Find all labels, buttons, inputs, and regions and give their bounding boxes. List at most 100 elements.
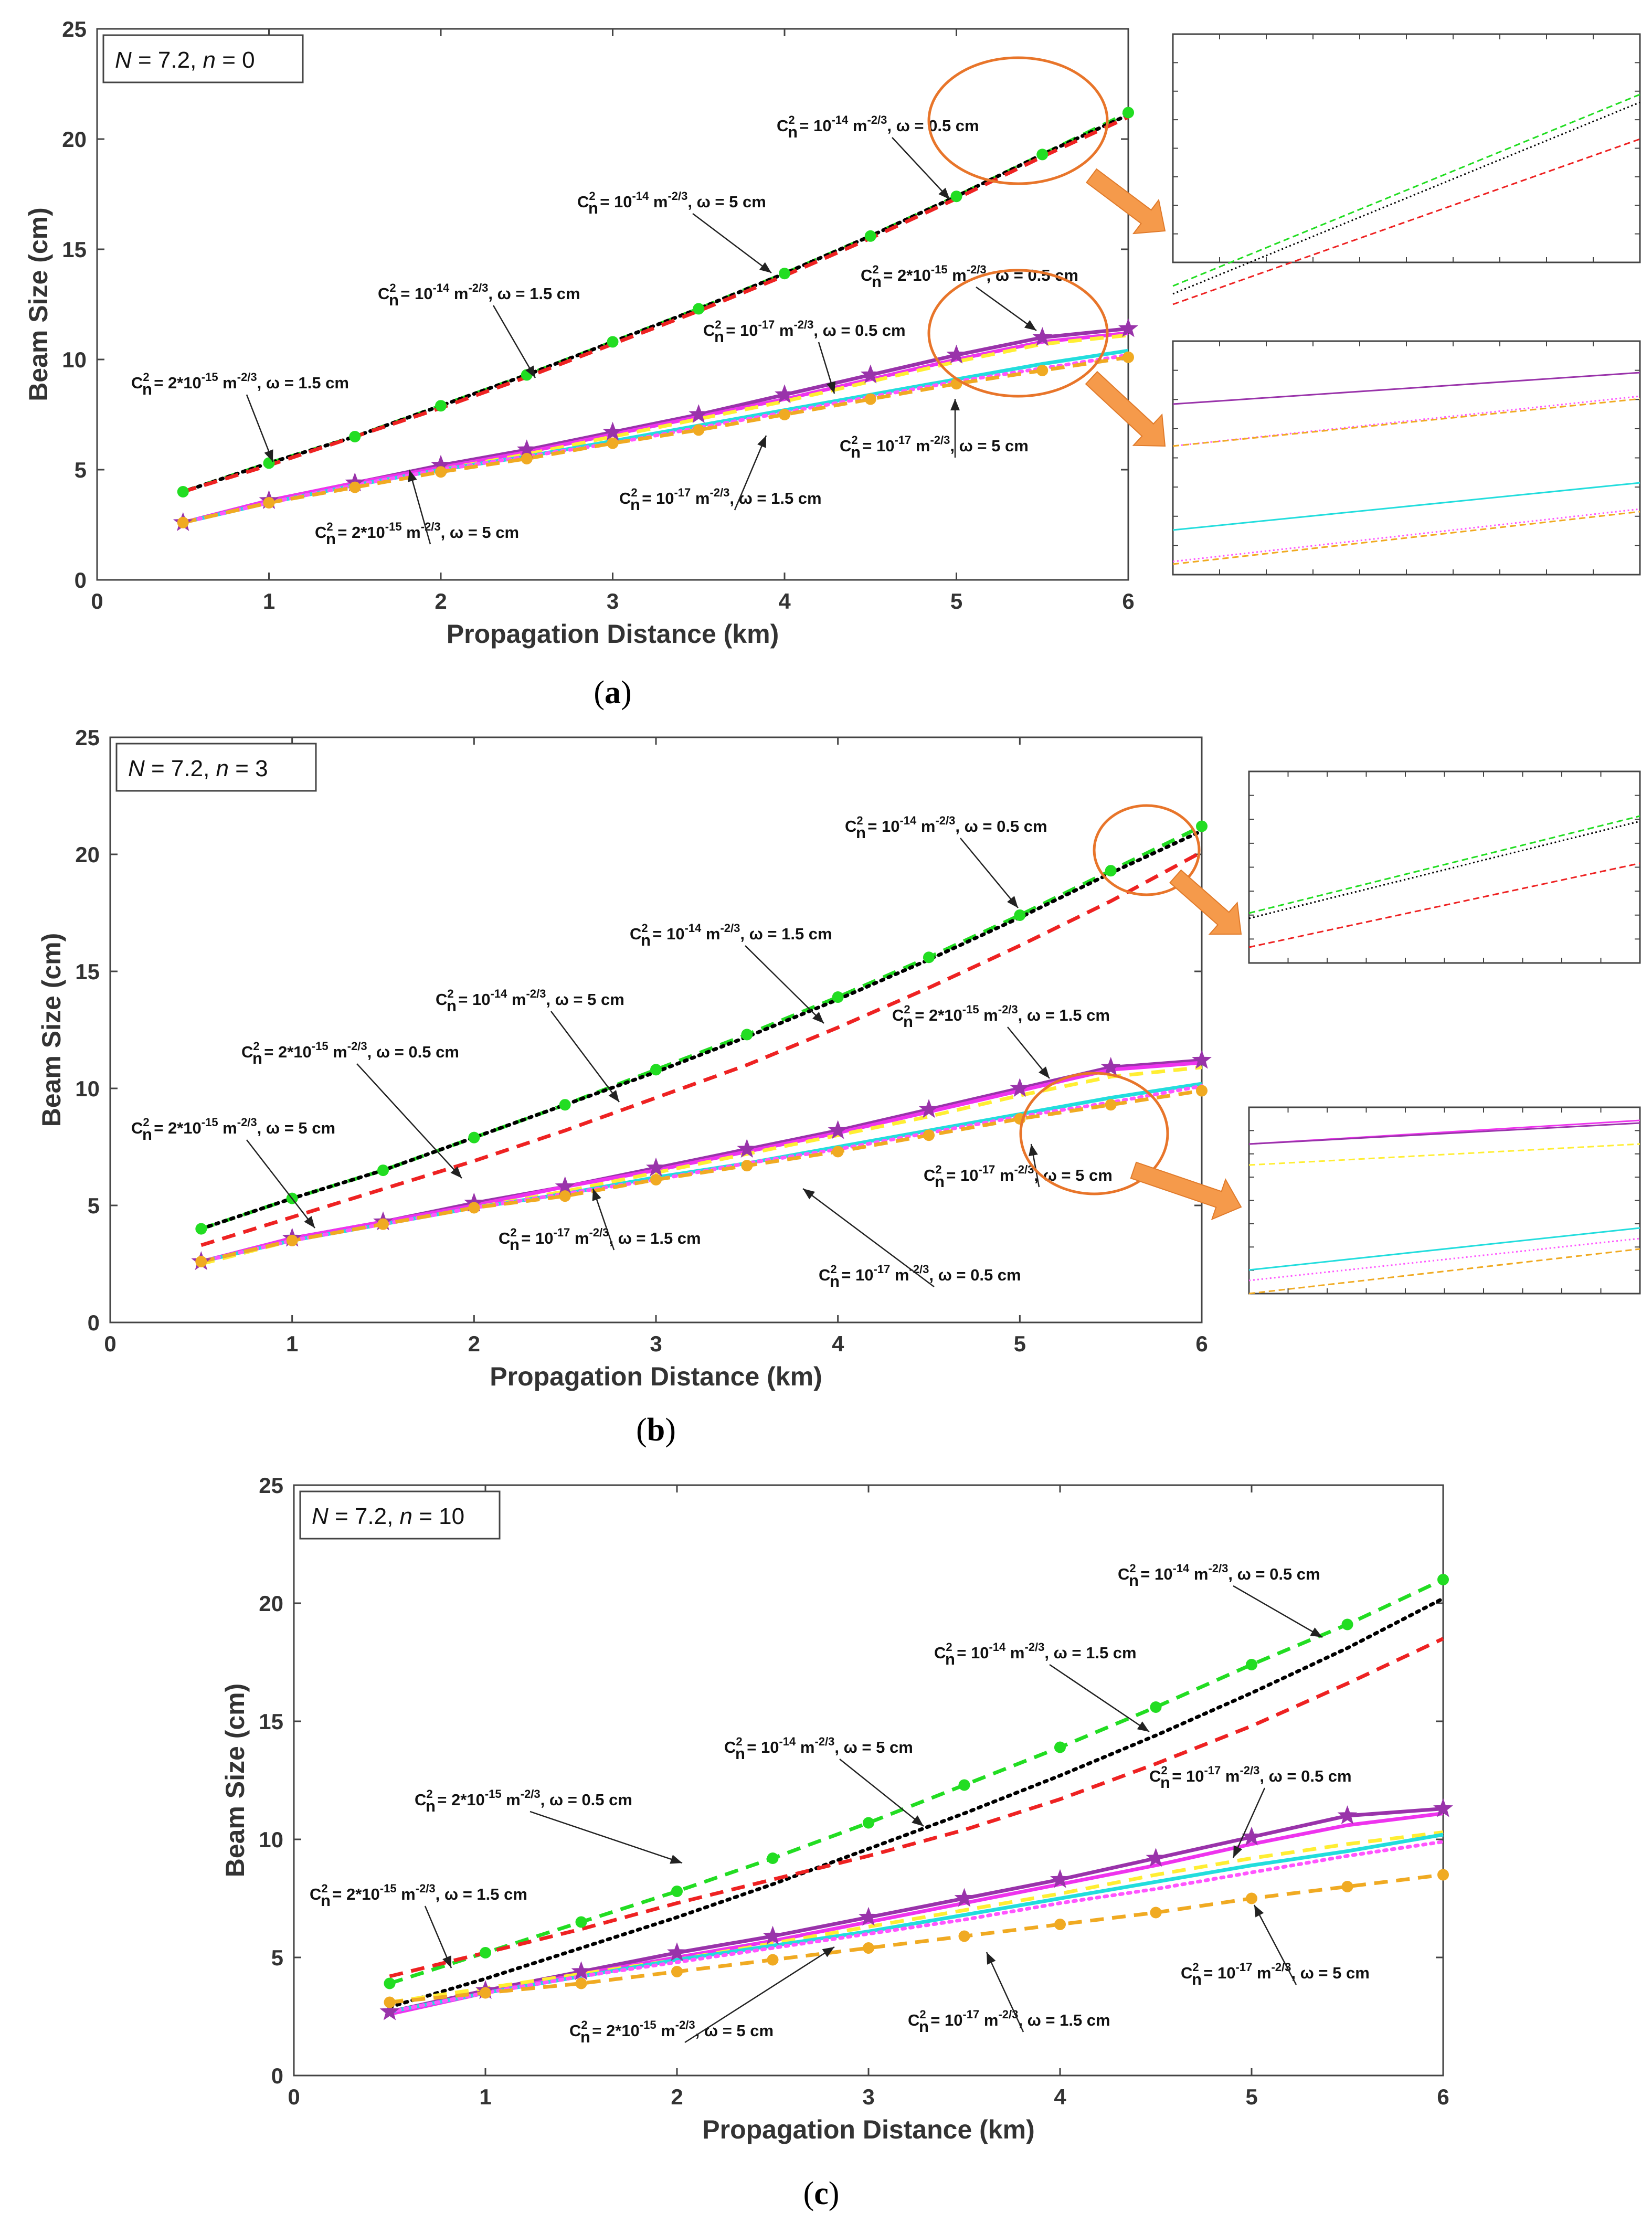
annotation-subscript: n [1129, 1571, 1139, 1590]
annotation-subscript: n [856, 823, 866, 842]
y-axis-label: Beam Size (cm) [37, 933, 66, 1127]
y-tick-label: 0 [75, 568, 87, 592]
zoom-arrow [1130, 1161, 1242, 1221]
data-point [177, 486, 189, 497]
annotation-arrowhead [987, 1952, 996, 1965]
data-point [693, 424, 705, 436]
y-axis-label: Beam Size (cm) [24, 207, 53, 401]
annotation-label: C2 = 10-14 m-2/3, ω = 0.5 cm [1118, 1562, 1320, 1583]
x-tick-label: 3 [607, 589, 619, 613]
annotation-label: C2 = 10-17 m-2/3, ω = 5 cm [840, 433, 1029, 455]
data-point [377, 1218, 389, 1230]
annotation-label: C2 = 2*10-15 m-2/3, ω = 5 cm [315, 520, 519, 542]
x-tick-label: 0 [91, 589, 103, 613]
data-point [832, 991, 844, 1003]
data-point [767, 1954, 779, 1966]
x-tick-label: 6 [1437, 2084, 1449, 2109]
series-line [388, 1840, 1445, 2014]
series-line [200, 850, 1203, 1247]
data-point [775, 384, 795, 404]
data-point [521, 453, 533, 464]
y-tick-label: 5 [271, 1945, 283, 1970]
series-line [389, 1637, 1444, 1978]
annotation-arrow [1232, 1787, 1266, 1858]
data-point [384, 1977, 396, 1989]
annotation-arrow [1253, 1904, 1297, 1985]
data-point [1032, 327, 1053, 346]
annotation-label: C2 = 10-17 m-2/3, ω = 1.5 cm [619, 486, 822, 507]
annotation-arrowhead [442, 1955, 451, 1968]
series-line [200, 1061, 1202, 1264]
panel-caption: (a) [594, 675, 631, 711]
inset-series-line [1172, 372, 1640, 405]
annotation-label: C2 = 10-17 m-2/3, ω = 5 cm [1181, 1961, 1370, 1982]
inset-frame [1248, 1106, 1641, 1295]
annotation-label: C2 = 10-14 m-2/3, ω = 1.5 cm [378, 281, 580, 303]
annotation-arrow [550, 1011, 620, 1103]
annotation-label: C2 = 10-17 m-2/3, ω = 1.5 cm [499, 1226, 701, 1247]
x-tick-label: 5 [1245, 2084, 1257, 2109]
plot-frame [109, 736, 1203, 1324]
data-point [435, 400, 447, 412]
data-point [779, 268, 790, 280]
inset-series-line [1248, 1248, 1640, 1295]
data-point [860, 364, 881, 384]
data-point [1054, 1919, 1066, 1930]
data-point [1437, 1869, 1449, 1881]
inset-frame [1172, 340, 1641, 576]
data-point [1146, 1848, 1166, 1867]
data-point [1105, 1099, 1117, 1111]
data-point [480, 1987, 491, 1999]
data-point [864, 393, 876, 405]
annotation-arrowhead [812, 1012, 824, 1023]
annotation-label: C2 = 10-14 m-2/3, ω = 0.5 cm [845, 814, 1047, 835]
data-point [571, 1961, 591, 1981]
data-point [1246, 1659, 1257, 1670]
data-point [958, 1779, 970, 1791]
annotation-arrow [356, 1063, 462, 1179]
data-point [1337, 1805, 1358, 1825]
annotation-subscript: n [714, 327, 724, 346]
zoom-ellipse [927, 269, 1109, 398]
data-point [923, 951, 935, 964]
annotation-subscript: n [641, 931, 651, 949]
annotation-label: C2 = 2*10-15 m-2/3, ω = 1.5 cm [131, 370, 349, 392]
y-tick-label: 0 [88, 1310, 100, 1335]
zoom-inset [1172, 340, 1641, 576]
annotation-arrowhead [803, 1189, 816, 1200]
chart-b: 0 1 2 3 4 5 6 0 5 10 15 20 25 Propagation Distance (k… [37, 725, 1641, 1448]
data-point [468, 1131, 480, 1144]
info-box-text: N = 7.2, n = 0 [115, 47, 255, 73]
annotation-arrowhead [950, 399, 960, 410]
x-tick-label: 1 [479, 2084, 491, 2109]
panel-caption: (b) [636, 1412, 676, 1448]
annotation-label: C2 = 2*10-15 m-2/3, ω = 1.5 cm [310, 1882, 527, 1903]
annotation-arrow [246, 394, 274, 462]
series-line [199, 829, 1204, 1231]
annotation-arrow [492, 305, 536, 378]
annotation-arrowhead [1254, 1905, 1264, 1918]
x-tick-label: 2 [671, 2084, 683, 2109]
annotation-subscript: n [851, 443, 861, 461]
annotation-arrow [1049, 1664, 1150, 1733]
y-tick-label: 5 [88, 1193, 100, 1218]
series-line [200, 824, 1203, 1231]
annotation-subscript: n [426, 1797, 436, 1815]
annotation-subscript: n [447, 997, 457, 1015]
series-line [182, 115, 1129, 494]
annotation-subscript: n [788, 123, 798, 141]
data-point [863, 1817, 874, 1829]
data-point [1050, 1869, 1070, 1888]
annotation-arrow [960, 838, 1019, 908]
x-tick-label: 4 [778, 589, 791, 613]
annotation-arrowhead [938, 187, 950, 199]
x-tick-label: 1 [286, 1331, 298, 1356]
annotation-label: C2 = 2*10-15 m-2/3, ω = 1.5 cm [892, 1003, 1110, 1024]
annotation-arrowhead [912, 1815, 924, 1826]
data-point [1036, 365, 1049, 376]
data-point [384, 1996, 396, 2008]
data-point [468, 1202, 480, 1214]
y-tick-label: 20 [62, 127, 87, 152]
annotation-subscript: n [321, 1891, 331, 1910]
annotation-subscript: n [945, 1650, 955, 1668]
